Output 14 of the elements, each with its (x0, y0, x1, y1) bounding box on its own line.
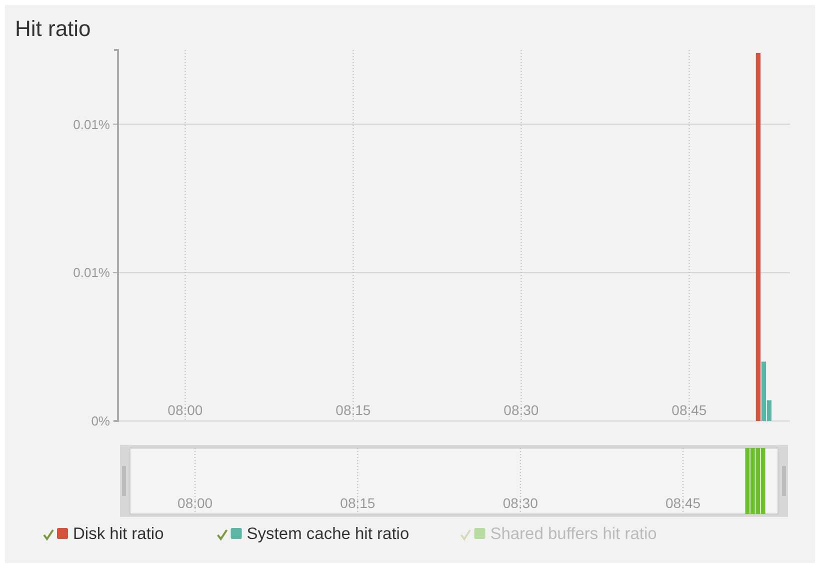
x-tick-label: 08:00 (168, 402, 203, 418)
legend-label: System cache hit ratio (246, 525, 410, 543)
x-tick-label: 08:15 (340, 495, 376, 511)
legend-label: Disk hit ratio (73, 525, 164, 543)
y-tick-label: 0.01% (73, 116, 110, 132)
x-tick-label: 08:45 (665, 495, 701, 511)
x-tick-label: 08:45 (672, 402, 707, 418)
chart-title: Hit ratio (15, 16, 91, 41)
y-tick-label: 0.01% (73, 265, 110, 280)
x-tick-label: 08:30 (504, 402, 539, 418)
x-tick-label: 08:15 (336, 402, 371, 418)
x-tick-label: 08:30 (502, 495, 538, 511)
x-tick-label: 08:00 (178, 495, 213, 511)
y-tick-label: 0% (91, 414, 110, 429)
